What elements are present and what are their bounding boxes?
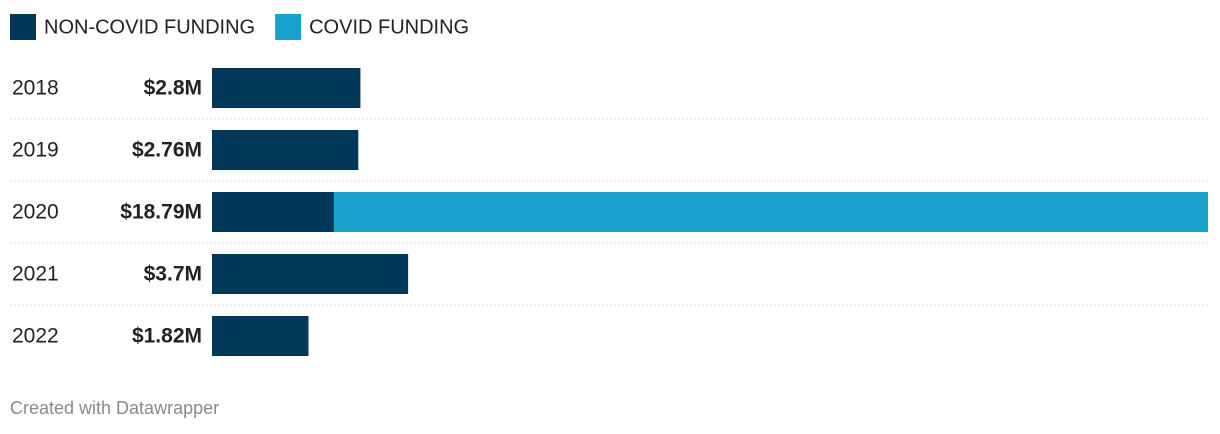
total-label: $2.8M: [144, 77, 202, 100]
total-label: $1.82M: [132, 325, 202, 348]
bar-segment: [212, 68, 361, 108]
legend-swatch: [275, 14, 302, 40]
total-label: $3.7M: [144, 263, 202, 286]
footer: Created with Datawrapper: [10, 398, 219, 418]
bar-segment: [212, 192, 334, 232]
category-label: 2022: [12, 325, 59, 348]
bar-segment: [212, 316, 309, 356]
category-label: 2020: [12, 201, 59, 224]
legend-label: COVID FUNDING: [309, 16, 469, 38]
category-label: 2021: [12, 263, 59, 286]
category-label: 2018: [12, 77, 59, 100]
legend-swatch: [10, 14, 36, 40]
total-label: $18.79M: [120, 201, 202, 224]
bar-segment: [212, 130, 359, 170]
bar-segment: [212, 254, 409, 294]
total-label: $2.76M: [132, 139, 202, 162]
category-label: 2019: [12, 139, 59, 162]
legend-label: NON-COVID FUNDING: [44, 16, 255, 38]
bar-segment: [333, 192, 1209, 232]
